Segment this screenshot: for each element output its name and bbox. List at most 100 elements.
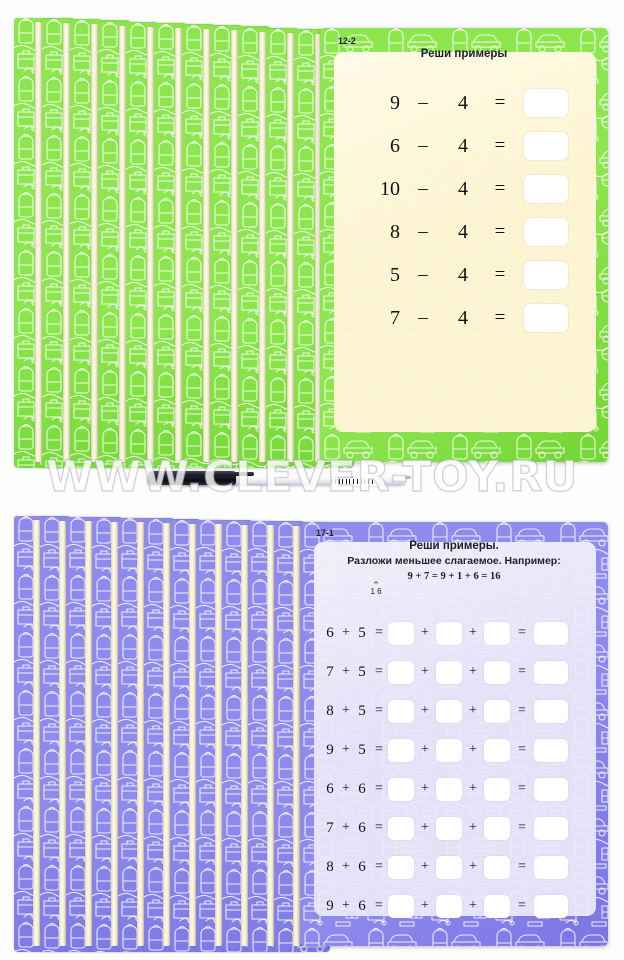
operand-left: 9 [390, 91, 400, 114]
table-row: 7 +5 = + + = [322, 659, 598, 685]
answer-box[interactable] [534, 894, 568, 918]
decompose-box-2[interactable] [436, 660, 462, 684]
decompose-box-2[interactable] [436, 699, 462, 723]
pen-barcode-label: Item SKU-MD12/84 [330, 475, 378, 486]
table-row: 6– 4 = [342, 131, 592, 161]
decompose-box-1[interactable] [388, 660, 414, 684]
pen-barrel [186, 474, 406, 485]
equals-sign: = [494, 264, 506, 285]
answer-box[interactable] [524, 132, 568, 160]
decompose-box-3[interactable] [484, 855, 510, 879]
card-paper-edge [35, 22, 42, 462]
decompose-box-3[interactable] [484, 738, 510, 762]
decompose-box-2[interactable] [436, 816, 462, 840]
answer-box[interactable] [534, 738, 568, 762]
table-row: 5– 4 = [342, 260, 592, 290]
decompose-box-3[interactable] [484, 660, 510, 684]
decompose-box-1[interactable] [388, 699, 414, 723]
equals-sign: = [494, 221, 506, 242]
answer-box[interactable] [534, 660, 568, 684]
equals-sign-2: = [518, 781, 526, 796]
decompose-box-1[interactable] [388, 894, 414, 918]
operator: + [342, 820, 350, 835]
marker-pen[interactable]: Item SKU-MD12/84 [148, 471, 411, 490]
decompose-box-2[interactable] [436, 894, 462, 918]
equals-sign: = [494, 135, 506, 156]
answer-box[interactable] [534, 816, 568, 840]
decompose-box-1[interactable] [388, 816, 414, 840]
green-card-set: 1194 12-2 Реши примеры 9–4=6–4=10–4=8–4=… [14, 8, 614, 468]
table-row: 10– 4 = [342, 174, 592, 204]
operand-left: 9 [326, 741, 334, 758]
answer-box[interactable] [534, 855, 568, 879]
card-paper-edge [63, 23, 70, 462]
operand-left: 8 [326, 702, 334, 719]
decompose-box-3[interactable] [484, 699, 510, 723]
plus-sign-1: + [421, 781, 429, 796]
card-number-label: 17-1 [316, 528, 334, 538]
plus-sign-2: + [469, 820, 477, 835]
equals-sign: = [375, 664, 383, 679]
barcode-graphic [331, 479, 375, 484]
plus-sign-2: + [469, 898, 477, 913]
operand-right: 5 [358, 663, 366, 680]
decompose-box-3[interactable] [484, 621, 510, 645]
decompose-box-1[interactable] [388, 621, 414, 645]
decompose-box-2[interactable] [436, 621, 462, 645]
answer-box[interactable] [534, 621, 568, 645]
card-title: Реши примеры. [409, 540, 499, 552]
decompose-box-3[interactable] [484, 894, 510, 918]
purple-front-card[interactable]: 17-1 Реши примеры. Разложи меньшее слага… [300, 522, 608, 946]
equals-sign: = [375, 625, 383, 640]
equals-sign: = [375, 781, 383, 796]
card-paper-edge [287, 32, 294, 462]
operand-left: 6 [326, 624, 334, 641]
decompose-box-1[interactable] [388, 777, 414, 801]
pen-label-line1: Item SKU-MD12/84 [331, 476, 354, 479]
table-row: 8 +6 = + + = [322, 854, 598, 880]
decompose-box-2[interactable] [436, 855, 462, 879]
card-paper-edge [203, 29, 210, 462]
table-row: 9– 4 = [342, 88, 592, 118]
card-title: Реши примеры [420, 48, 508, 60]
operator: – [418, 221, 428, 242]
answer-box[interactable] [524, 175, 568, 203]
operand-left: 7 [390, 306, 400, 329]
plus-sign-2: + [469, 703, 477, 718]
purple-card-set: 221221 17-1 Реши примеры. Разложи меньше… [14, 510, 614, 954]
green-front-card[interactable]: 12-2 Реши примеры 9–4 = 6–4 = 10–4 = 8–4 = 5–4 = 7… [320, 28, 608, 462]
answer-box[interactable] [524, 261, 568, 289]
pen-clip [178, 472, 254, 476]
equals-sign: = [494, 178, 506, 199]
operator: + [342, 703, 350, 718]
answer-box[interactable] [534, 777, 568, 801]
card-paper-edge [147, 26, 154, 462]
answer-box[interactable] [524, 89, 568, 117]
card-paper-edge [241, 524, 248, 946]
plus-sign-1: + [421, 820, 429, 835]
purple-card-panel [314, 542, 596, 916]
equals-sign: = [494, 307, 506, 328]
operator: – [418, 307, 428, 328]
decompose-box-1[interactable] [388, 855, 414, 879]
plus-sign-1: + [421, 898, 429, 913]
answer-box[interactable] [524, 304, 568, 332]
operand-left: 5 [390, 263, 400, 286]
table-row: 6 +6 = + + = [322, 776, 598, 802]
plus-sign-2: + [469, 625, 477, 640]
decompose-box-2[interactable] [436, 738, 462, 762]
card-paper-edge [189, 523, 196, 946]
answer-box[interactable] [524, 218, 568, 246]
decompose-box-2[interactable] [436, 777, 462, 801]
operand-right: 4 [458, 220, 468, 243]
decompose-box-3[interactable] [484, 816, 510, 840]
plus-sign-2: + [469, 742, 477, 757]
plus-sign-1: + [421, 859, 429, 874]
answer-box[interactable] [534, 699, 568, 723]
equals-sign: = [375, 820, 383, 835]
operand-right: 4 [458, 263, 468, 286]
equals-sign-2: = [518, 703, 526, 718]
decompose-box-1[interactable] [388, 738, 414, 762]
decompose-box-3[interactable] [484, 777, 510, 801]
operand-left: 7 [326, 663, 334, 680]
